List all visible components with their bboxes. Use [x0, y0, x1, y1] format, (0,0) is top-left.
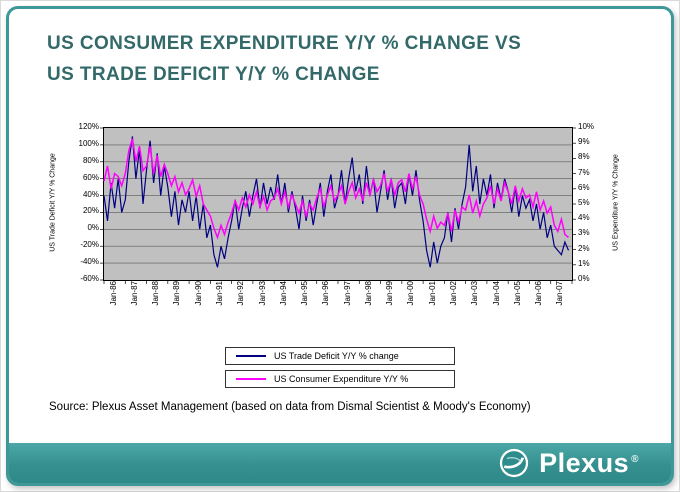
- right-axis-tick-label: 6%: [578, 182, 590, 192]
- x-axis-tick-label: Jan-06: [534, 281, 544, 306]
- right-axis-tick-label: 2%: [578, 243, 590, 253]
- footer-band: Plexus ®: [9, 443, 671, 483]
- x-axis-tick-label: Jan-94: [278, 281, 288, 306]
- right-axis-tick-label: 10%: [578, 122, 595, 131]
- legend-item-trade-deficit: US Trade Deficit Y/Y % change: [225, 347, 455, 365]
- left-axis-tick-label: 40%: [82, 189, 99, 199]
- slide: US CONSUMER EXPENDITURE Y/Y % CHANGE VS …: [6, 6, 674, 486]
- registered-mark: ®: [631, 453, 639, 465]
- left-axis-tick-label: 120%: [78, 122, 99, 131]
- right-axis-tick-label: 4%: [578, 213, 590, 223]
- chart-legend: US Trade Deficit Y/Y % change US Consume…: [9, 347, 671, 388]
- x-axis-tick-label: Jan-96: [321, 281, 331, 306]
- x-axis-tick-label: Jan-00: [406, 281, 416, 306]
- x-axis-tick-label: Jan-95: [300, 281, 310, 306]
- right-axis-tick-label: 3%: [578, 228, 590, 238]
- left-axis-tick-label: 0%: [87, 223, 99, 233]
- left-axis-tick-label: -60%: [80, 274, 99, 283]
- left-axis-title: US Trade Deficit Y/Y % Change: [49, 153, 57, 252]
- title-line-1: US CONSUMER EXPENDITURE Y/Y % CHANGE VS: [47, 33, 522, 54]
- x-axis-tick-label: Jan-86: [108, 281, 118, 306]
- chart: US Trade Deficit Y/Y % Change 120% 100% 80…: [43, 113, 643, 345]
- left-axis-tick-label: 80%: [82, 155, 99, 165]
- right-axis-title: US Expenditure Y/Y % Change: [612, 154, 620, 251]
- left-axis-tick-label: -20%: [80, 240, 99, 250]
- right-axis-tick-label: 1%: [578, 258, 590, 268]
- x-axis-tick-label: Jan-98: [363, 281, 373, 306]
- x-axis-tick-label: Jan-93: [257, 281, 267, 306]
- left-axis-tick-label: 100%: [78, 138, 99, 148]
- x-axis-tick-label: Jan-89: [172, 281, 182, 306]
- x-axis-tick-label: Jan-04: [491, 281, 501, 306]
- plexus-logo-icon: [499, 448, 529, 478]
- x-axis-tick-label: Jan-99: [385, 281, 395, 306]
- x-axis-tick-label: Jan-05: [512, 281, 522, 306]
- plot-area: [100, 127, 576, 284]
- x-axis-tick-label: Jan-90: [193, 281, 203, 306]
- legend-label-trade-deficit: US Trade Deficit Y/Y % change: [274, 351, 399, 361]
- legend-label-consumer-expenditure: US Consumer Expenditure Y/Y %: [274, 374, 409, 384]
- x-axis-tick-label: Jan-02: [449, 281, 458, 306]
- right-axis-tick-label: 7%: [578, 167, 590, 177]
- trade-deficit-line-sample: [236, 355, 266, 357]
- brand-name: Plexus ®: [539, 447, 639, 478]
- right-axis-tick-label: 5%: [578, 198, 590, 207]
- legend-item-consumer-expenditure: US Consumer Expenditure Y/Y %: [225, 370, 455, 388]
- source-attribution: Source: Plexus Asset Management (based o…: [49, 401, 531, 413]
- x-axis-tick-label: Jan-88: [151, 281, 161, 306]
- right-axis-tick-label: 9%: [578, 137, 590, 147]
- consumer-expenditure-line-sample: [236, 378, 266, 380]
- x-axis-tick-label: Jan-87: [129, 281, 139, 306]
- right-axis-tick-label: 8%: [578, 152, 590, 162]
- x-axis-tick-label: Jan-03: [470, 281, 480, 306]
- x-axis-tick-label: Jan-07: [555, 281, 565, 306]
- left-axis-tick-label: 60%: [82, 172, 99, 182]
- right-axis-tick-label: 0%: [578, 274, 590, 283]
- x-axis-tick-label: Jan-91: [215, 281, 224, 306]
- x-axis-tick-label: Jan-01: [427, 281, 437, 306]
- chart-canvas: [100, 127, 576, 284]
- consumer-expenditure-line: [103, 138, 569, 240]
- trade-deficit-line: [103, 136, 570, 268]
- page-title: US CONSUMER EXPENDITURE Y/Y % CHANGE VS …: [47, 29, 641, 91]
- title-line-2: US TRADE DEFICIT Y/Y % CHANGE: [47, 63, 380, 85]
- left-axis-tick-label: 20%: [82, 206, 99, 216]
- x-axis-tick-label: Jan-97: [342, 281, 352, 306]
- left-axis-tick-label: -40%: [80, 257, 99, 267]
- x-axis-tick-label: Jan-92: [236, 281, 246, 306]
